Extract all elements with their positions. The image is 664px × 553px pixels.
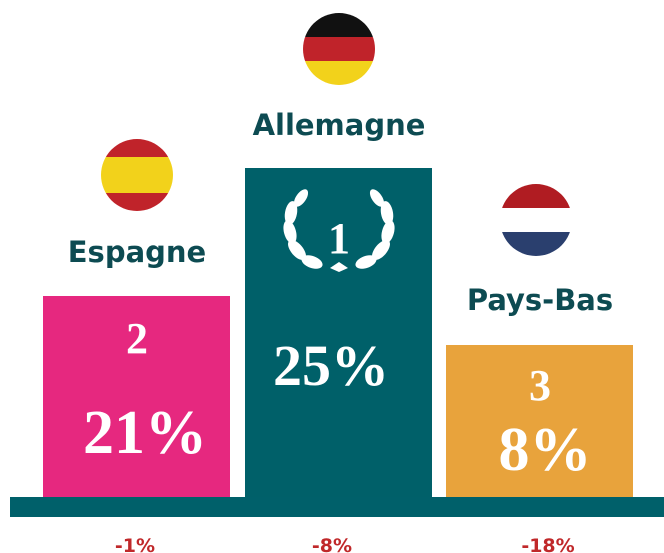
change: -8%	[312, 535, 352, 553]
rank: 1	[328, 214, 350, 263]
change: -1%	[115, 535, 155, 553]
country-name: Allemagne	[253, 108, 426, 142]
podium-base	[10, 497, 664, 517]
podium-block	[245, 168, 432, 497]
flag-germany	[303, 13, 375, 85]
country-name: Espagne	[68, 235, 206, 269]
rank: 3	[529, 361, 551, 410]
rank: 2	[126, 314, 148, 363]
country-name: Pays-Bas	[467, 283, 613, 317]
podium-block	[43, 296, 230, 497]
share: 25%	[273, 333, 389, 398]
share: 21%	[83, 399, 207, 467]
flag-netherlands	[500, 184, 572, 256]
flag-spain	[101, 139, 173, 211]
podium-block	[446, 345, 633, 497]
share: 8%	[499, 416, 592, 484]
change: -18%	[521, 535, 574, 553]
laurel-icon	[283, 189, 395, 272]
